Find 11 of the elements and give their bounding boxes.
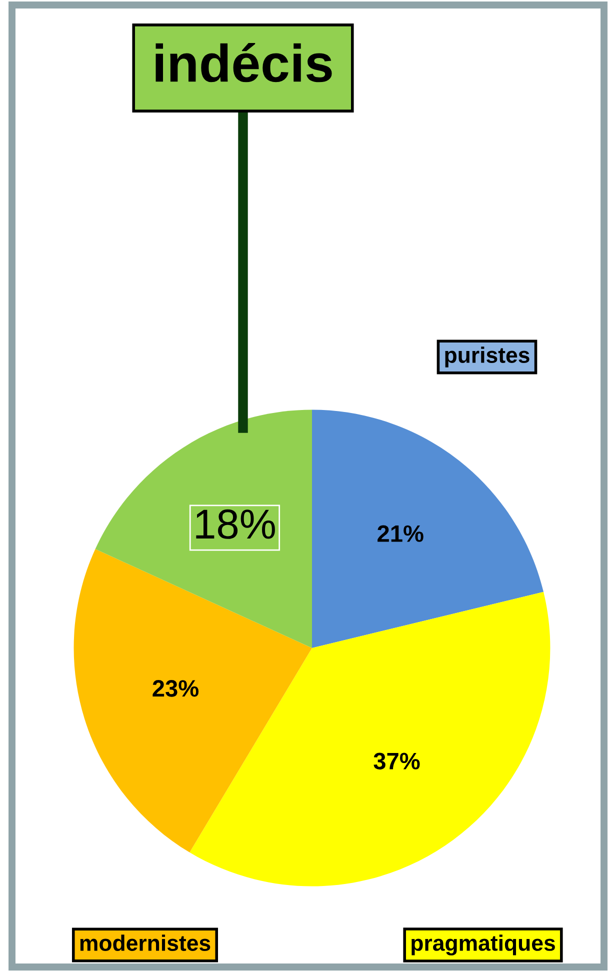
pie-slice [74,549,312,852]
slice-label: puristes [445,346,530,368]
slice-label: pragmatiques [412,934,555,956]
data-label: 21% [378,525,424,542]
pie-slice [95,410,312,648]
data-label: 23% [152,680,199,697]
data-label: 18% [196,509,275,539]
slice-label: indécis [156,42,332,82]
slice-label: modernistes [80,934,210,951]
data-label: 37% [374,752,420,770]
pie-slice [312,410,544,648]
